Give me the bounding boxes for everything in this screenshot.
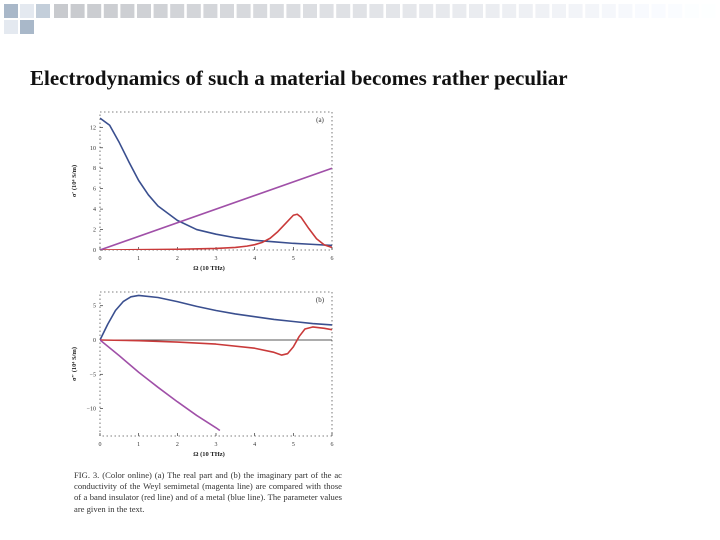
y-tick-label: 12	[90, 125, 96, 131]
accent-square	[20, 4, 34, 18]
strip-square	[552, 4, 566, 18]
x-axis-label: Ω (10 THz)	[193, 265, 225, 272]
strip-square	[269, 4, 284, 18]
x-tick-label: 0	[99, 256, 102, 262]
strip-square	[469, 4, 483, 18]
slide-header-decoration	[4, 4, 716, 34]
y-tick-label: 8	[93, 166, 96, 172]
series-line	[100, 117, 332, 247]
accent-square	[20, 20, 34, 34]
strip-square	[502, 4, 517, 18]
y-tick-label: 0	[93, 338, 96, 344]
y-tick-label: 5	[93, 304, 96, 310]
strip-square	[435, 4, 450, 18]
y-tick-label: −10	[87, 407, 96, 413]
strip-square	[253, 4, 268, 18]
strip-square	[336, 4, 351, 18]
strip-square	[518, 4, 533, 18]
strip-square	[369, 4, 384, 18]
strip-square	[402, 4, 417, 18]
x-tick-label: 5	[292, 442, 295, 448]
strip-square	[203, 4, 218, 18]
figure-caption: FIG. 3. (Color online) (a) The real part…	[74, 470, 342, 514]
strip-square	[701, 4, 716, 18]
accent-square	[36, 4, 50, 18]
x-tick-label: 4	[253, 442, 256, 448]
strip-square	[585, 4, 600, 18]
x-tick-label: 0	[99, 442, 102, 448]
x-tick-label: 6	[331, 442, 334, 448]
strip-square	[186, 4, 201, 18]
x-tick-label: 3	[215, 442, 218, 448]
x-tick-label: 2	[176, 256, 179, 262]
chart-panel-b: 0 1 2 3 4 5 6 5 0 −5 −10 (b) Ω (10 THz) σ″ (10⁴ S/m)	[71, 291, 334, 458]
panel-label: (b)	[316, 296, 325, 304]
gradient-square-strip	[54, 4, 716, 18]
strip-square	[87, 4, 102, 18]
y-tick-label: 0	[93, 248, 96, 254]
strip-square	[601, 4, 616, 18]
strip-square	[286, 4, 301, 18]
x-tick-label: 3	[215, 256, 218, 262]
y-tick-label: 10	[90, 146, 96, 152]
panel-label: (a)	[316, 116, 324, 124]
strip-square	[452, 4, 467, 18]
plot-frame	[99, 291, 333, 437]
accent-square	[4, 20, 18, 34]
strip-square	[485, 4, 500, 18]
y-tick-label: 2	[93, 228, 96, 234]
strip-square	[568, 4, 583, 18]
y-tick-label: −5	[90, 372, 96, 378]
strip-square	[303, 4, 317, 18]
strip-square	[319, 4, 334, 18]
y-axis-label: σ′ (10⁴ S/m)	[71, 165, 78, 197]
strip-square	[668, 4, 683, 18]
plot-frame	[99, 111, 333, 251]
strip-square	[236, 4, 251, 18]
strip-square	[153, 4, 168, 18]
x-tick-label: 4	[253, 256, 256, 262]
series-line	[100, 294, 332, 341]
strip-square	[352, 4, 367, 18]
strip-square	[419, 4, 434, 18]
y-tick-label: 4	[93, 207, 96, 213]
strip-square	[120, 4, 135, 18]
y-axis-label: σ″ (10⁴ S/m)	[71, 347, 78, 381]
x-axis-label: Ω (10 THz)	[193, 451, 225, 458]
strip-square	[535, 4, 550, 18]
series-line	[100, 167, 332, 250]
slide-title: Electrodynamics of such a material becom…	[30, 66, 568, 90]
strip-square	[651, 4, 666, 18]
strip-square	[54, 4, 68, 18]
accent-square	[4, 4, 18, 18]
strip-square	[220, 4, 234, 18]
series-line	[100, 339, 221, 432]
strip-square	[618, 4, 633, 18]
strip-square	[103, 4, 118, 18]
y-tick-label: 6	[93, 187, 96, 193]
x-tick-label: 2	[176, 442, 179, 448]
strip-square	[170, 4, 185, 18]
strip-square	[70, 4, 85, 18]
strip-square	[386, 4, 400, 18]
x-tick-label: 5	[292, 256, 295, 262]
x-tick-label: 6	[331, 256, 334, 262]
strip-square	[684, 4, 699, 18]
series-line	[100, 326, 332, 356]
x-tick-label: 1	[137, 256, 140, 262]
strip-square	[635, 4, 649, 18]
strip-square	[137, 4, 151, 18]
series-line	[100, 213, 332, 250]
x-tick-label: 1	[137, 442, 140, 448]
